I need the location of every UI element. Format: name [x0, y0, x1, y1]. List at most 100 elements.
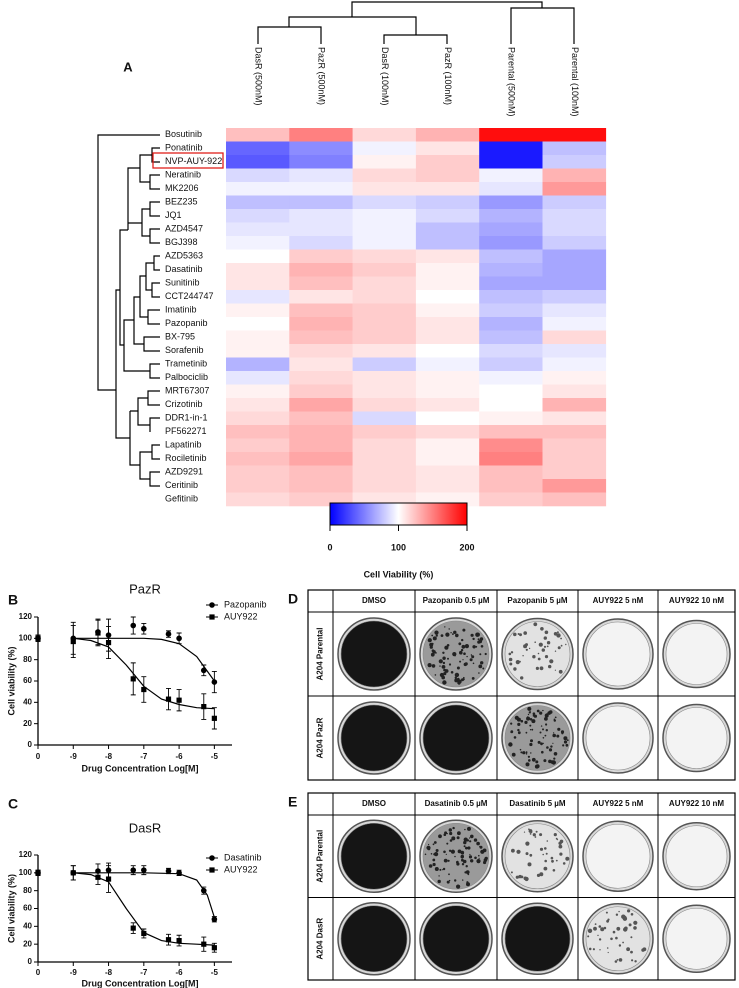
colony — [540, 742, 543, 746]
fit-curve — [73, 637, 215, 682]
heatmap-cell — [542, 411, 607, 426]
plate — [340, 822, 408, 890]
colony — [616, 959, 619, 961]
colony — [529, 724, 532, 727]
colony — [462, 852, 464, 855]
colony — [587, 928, 593, 933]
colony — [622, 941, 624, 944]
colony — [472, 637, 475, 641]
colony — [464, 644, 469, 649]
row-header: A204 DasR — [316, 918, 325, 960]
column-header: AUY922 10 nM — [669, 799, 724, 808]
heatmap-cell — [415, 479, 480, 493]
colony — [510, 871, 513, 874]
colony — [527, 706, 532, 711]
x-tick-label: -9 — [70, 968, 78, 977]
plate — [504, 905, 571, 972]
colony — [514, 715, 519, 720]
colony — [565, 856, 570, 861]
heatmap-cell — [289, 425, 353, 439]
colony — [542, 853, 544, 856]
colony — [515, 875, 519, 879]
heatmap-cell — [289, 236, 353, 250]
colony — [449, 839, 453, 842]
colony — [448, 849, 452, 852]
colony — [551, 760, 556, 765]
colony — [463, 845, 466, 848]
colony — [538, 642, 543, 647]
colony — [543, 645, 547, 648]
colony — [473, 838, 478, 842]
heatmap-cell — [415, 263, 480, 277]
y-tick-label: 0 — [28, 740, 33, 749]
heatmap-cell — [542, 344, 607, 358]
row-label: Imatinib — [165, 305, 197, 315]
colony — [442, 656, 446, 660]
heatmap-cell — [226, 330, 290, 345]
colony — [443, 668, 446, 672]
heatmap-cell — [415, 128, 480, 142]
colony — [428, 864, 433, 868]
colony — [598, 938, 602, 941]
colony — [548, 748, 553, 752]
colony — [442, 680, 447, 685]
x-tick-label: -9 — [70, 752, 78, 761]
colony — [525, 753, 528, 755]
x-tick-label: -8 — [105, 752, 113, 761]
colony — [610, 937, 613, 941]
colony — [510, 651, 514, 654]
colony — [616, 926, 621, 931]
colony — [426, 845, 431, 850]
colony — [476, 841, 480, 846]
heatmap-cell — [226, 128, 290, 142]
colony — [509, 662, 513, 666]
heatmap-cell — [479, 195, 543, 210]
marker-circle — [176, 635, 182, 642]
colony — [444, 645, 449, 650]
row-label: MRT67307 — [165, 386, 209, 396]
heatmap-cell — [415, 357, 480, 372]
panel-label: A — [123, 59, 133, 74]
heatmap-cell — [226, 317, 290, 331]
heatmap-cell — [479, 222, 543, 237]
heatmap-cell — [415, 303, 480, 318]
colony — [428, 843, 430, 846]
colony — [438, 659, 443, 664]
colony — [525, 841, 530, 846]
colony — [465, 870, 470, 874]
colony — [434, 630, 439, 635]
colony — [537, 740, 541, 744]
colony — [508, 657, 513, 662]
column-label: DasR (100nM) — [380, 47, 390, 106]
colony — [529, 742, 533, 747]
heatmap-cell — [289, 222, 353, 237]
colony — [529, 729, 532, 731]
marker-square — [176, 697, 182, 703]
colony — [528, 759, 531, 762]
colony — [424, 853, 427, 856]
heatmap-cell — [226, 222, 290, 237]
colony — [541, 648, 545, 652]
heatmap-cell — [226, 249, 290, 264]
colony — [427, 663, 432, 668]
colony — [461, 644, 466, 649]
colony — [482, 667, 485, 670]
colony — [515, 660, 520, 665]
marker-circle — [141, 625, 147, 632]
colony — [529, 711, 532, 713]
column-label: PazR (500nM) — [317, 47, 327, 105]
colony — [454, 855, 456, 858]
plate — [665, 825, 728, 888]
heatmap-cell — [415, 276, 480, 291]
colony — [614, 960, 618, 963]
colony — [533, 622, 538, 627]
colony — [435, 634, 438, 637]
colony — [545, 723, 548, 726]
heatmap-cell — [289, 411, 353, 426]
colony — [534, 641, 536, 643]
row-label: Bosutinib — [165, 129, 202, 139]
colony — [565, 643, 567, 646]
heatmap-cell — [542, 155, 607, 169]
colony — [626, 947, 630, 952]
heatmap-cell — [479, 452, 543, 466]
